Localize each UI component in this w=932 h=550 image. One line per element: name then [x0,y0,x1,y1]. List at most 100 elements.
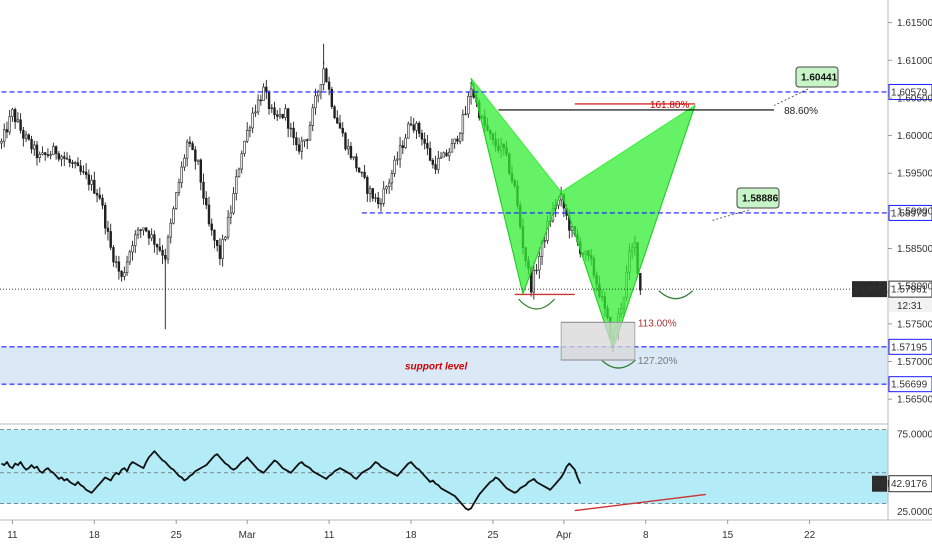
price-annotations[interactable]: 1.60441 1.58886 [711,66,839,222]
candle-body[interactable] [5,129,9,133]
candle-body[interactable] [407,123,410,139]
candle-body[interactable] [415,122,418,131]
candle-body[interactable] [417,122,421,134]
candle-body[interactable] [74,162,77,165]
candle-body[interactable] [276,114,279,117]
candle-body[interactable] [325,68,328,83]
candle-body[interactable] [300,140,303,152]
candle-body[interactable] [374,197,377,199]
candle-body[interactable] [33,144,36,150]
candle-body[interactable] [251,112,254,129]
candle-body[interactable] [404,137,407,148]
rsi-axis[interactable]: 75.0000 25.0000 RSI 42.9176 [872,430,932,518]
candle-body[interactable] [368,188,372,194]
last-price-tag[interactable] [888,280,932,298]
candle-body[interactable] [213,229,216,241]
candle-body[interactable] [49,154,52,156]
candle-body[interactable] [123,272,126,277]
rsi-indicator[interactable] [1,450,706,512]
candle-body[interactable] [333,106,336,119]
candle-body[interactable] [27,134,30,140]
candle-body[interactable] [303,139,306,142]
candle-body[interactable] [371,188,374,199]
candle-body[interactable] [363,171,366,178]
candle-body[interactable] [136,229,140,236]
candle-body[interactable] [202,181,205,199]
candle-body[interactable] [237,168,241,178]
candle-body[interactable] [54,146,58,154]
candle-body[interactable] [385,186,388,190]
candle-body[interactable] [270,107,273,109]
annotation-box[interactable] [736,187,780,209]
candle-body[interactable] [106,227,110,232]
candle-body[interactable] [295,137,298,146]
candle-body[interactable] [437,158,440,170]
level-price-tag[interactable] [888,376,932,393]
candle-body[interactable] [243,140,246,155]
candle-body[interactable] [360,171,364,174]
candle-body[interactable] [117,261,121,272]
candle-body[interactable] [155,244,159,248]
candle-body[interactable] [35,144,39,159]
candle-body[interactable] [559,194,563,201]
candle-body[interactable] [221,239,224,259]
candle-body[interactable] [377,197,380,204]
candle-body[interactable] [235,176,238,194]
candle-body[interactable] [101,197,104,206]
candle-body[interactable] [289,127,293,130]
candle-body[interactable] [461,114,465,134]
candle-body[interactable] [87,174,91,185]
candle-body[interactable] [366,177,369,194]
candle-body[interactable] [434,164,437,170]
candle-body[interactable] [63,156,66,159]
candle-body[interactable] [382,188,385,204]
candle-body[interactable] [226,216,230,238]
annotation-box[interactable] [795,66,839,88]
candle-body[interactable] [458,132,462,142]
candle-body[interactable] [95,192,99,196]
candle-body[interactable] [357,167,361,173]
candle-body[interactable] [8,116,11,133]
candle-body[interactable] [278,114,282,117]
candle-body[interactable] [0,140,3,144]
candle-body[interactable] [60,156,63,160]
candle-body[interactable] [532,269,536,293]
candle-body[interactable] [191,143,194,151]
candle-body[interactable] [210,223,213,231]
candle-body[interactable] [114,261,118,263]
candle-body[interactable] [281,114,284,119]
candle-body[interactable] [172,208,175,224]
candle-body[interactable] [166,236,170,260]
fibonacci-levels[interactable]: 161.80% 88.60% 113.00% 127.20% [498,100,818,367]
candle-body[interactable] [139,229,142,231]
candle-body[interactable] [188,141,192,144]
candle-body[interactable] [22,129,25,139]
candle-body[interactable] [52,146,55,155]
rsi-value-tag[interactable] [888,475,932,493]
level-price-tag[interactable] [888,338,932,355]
candle-body[interactable] [322,68,325,85]
candle-body[interactable] [308,125,312,141]
candle-body[interactable] [128,251,132,263]
rsi-line[interactable] [1,450,582,511]
candle-body[interactable] [453,138,456,144]
candle-body[interactable] [341,127,344,134]
candle-body[interactable] [338,122,342,129]
candle-body[interactable] [273,107,276,116]
bat-pattern[interactable] [470,78,696,369]
candle-body[interactable] [13,109,17,123]
candle-body[interactable] [248,127,252,131]
candle-body[interactable] [265,86,268,93]
candle-body[interactable] [76,162,80,167]
candle-body[interactable] [175,192,178,209]
level-price-tag[interactable] [888,83,932,100]
candle-body[interactable] [147,230,151,239]
candle-body[interactable] [93,179,96,194]
candle-body[interactable] [344,132,347,150]
candle-body[interactable] [379,203,383,205]
candle-body[interactable] [112,247,115,263]
candle-body[interactable] [194,149,197,162]
candle-body[interactable] [292,127,295,138]
candle-body[interactable] [169,222,172,238]
price-axis[interactable]: 1.61500 1.61000 1.60500 1.60000 1.59500 1.590… [888,18,932,406]
